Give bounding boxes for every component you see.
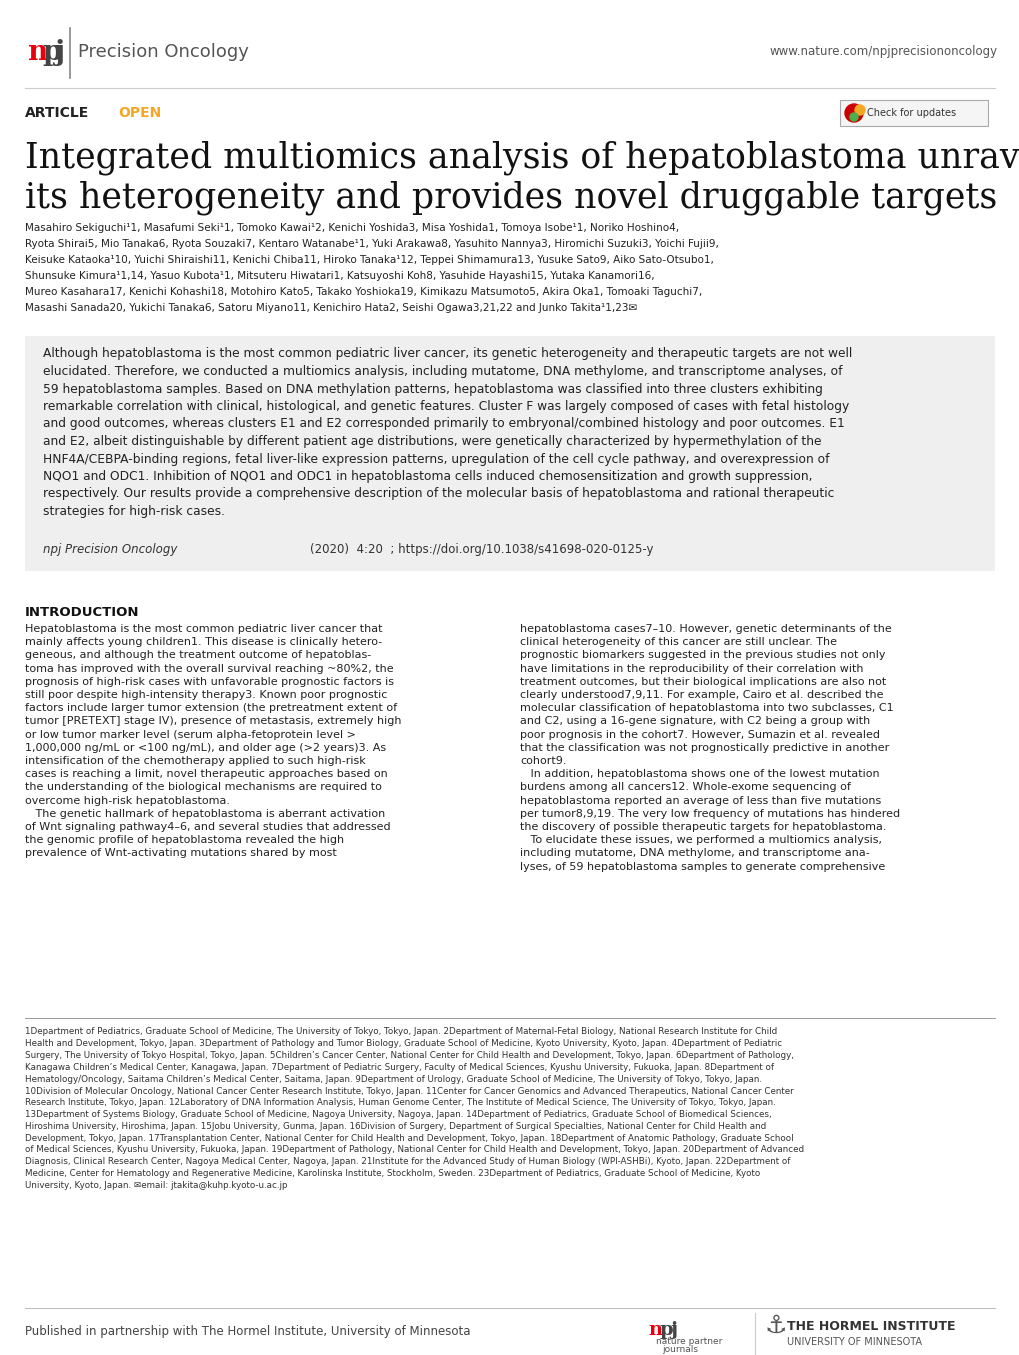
Text: Masahiro Sekiguchi¹1, Masafumi Seki¹1, Tomoko Kawai¹2, Kenichi Yoshida3, Misa Yo: Masahiro Sekiguchi¹1, Masafumi Seki¹1, T…: [25, 224, 679, 233]
Circle shape: [844, 104, 862, 122]
Text: Although hepatoblastoma is the most common pediatric liver cancer, its genetic h: Although hepatoblastoma is the most comm…: [43, 347, 852, 360]
Text: Ryota Shirai5, Mio Tanaka6, Ryota Souzaki7, Kentaro Watanabe¹1, Yuki Arakawa8, Y: Ryota Shirai5, Mio Tanaka6, Ryota Souzak…: [25, 238, 718, 249]
Text: cases is reaching a limit, novel therapeutic approaches based on: cases is reaching a limit, novel therape…: [25, 770, 387, 779]
Text: nature partner: nature partner: [655, 1336, 721, 1346]
Text: intensification of the chemotherapy applied to such high-risk: intensification of the chemotherapy appl…: [25, 756, 366, 766]
Text: Health and Development, Tokyo, Japan. 3Department of Pathology and Tumor Biology: Health and Development, Tokyo, Japan. 3D…: [25, 1039, 782, 1049]
Text: strategies for high-risk cases.: strategies for high-risk cases.: [43, 505, 225, 518]
Text: Shunsuke Kimura¹1,14, Yasuo Kubota¹1, Mitsuteru Hiwatari1, Katsuyoshi Koh8, Yasu: Shunsuke Kimura¹1,14, Yasuo Kubota¹1, Mi…: [25, 271, 654, 280]
Text: 10Division of Molecular Oncology, National Cancer Center Research Institute, Tok: 10Division of Molecular Oncology, Nation…: [25, 1087, 793, 1095]
Text: the discovery of possible therapeutic targets for hepatoblastoma.: the discovery of possible therapeutic ta…: [520, 822, 886, 832]
Text: tumor [PRETEXT] stage IV), presence of metastasis, extremely high: tumor [PRETEXT] stage IV), presence of m…: [25, 717, 401, 726]
Text: Kanagawa Children’s Medical Center, Kanagawa, Japan. 7Department of Pediatric Su: Kanagawa Children’s Medical Center, Kana…: [25, 1062, 773, 1072]
Text: still poor despite high-intensity therapy3. Known poor prognostic: still poor despite high-intensity therap…: [25, 690, 387, 701]
Bar: [840, 100, 987, 126]
Text: and good outcomes, whereas clusters E1 and E2 corresponded primarily to embryona: and good outcomes, whereas clusters E1 a…: [43, 417, 844, 431]
Text: of Medical Sciences, Kyushu University, Fukuoka, Japan. 19Department of Patholog: of Medical Sciences, Kyushu University, …: [25, 1145, 803, 1154]
Text: factors include larger tumor extension (the pretreatment extent of: factors include larger tumor extension (…: [25, 703, 396, 713]
Text: THE HORMEL INSTITUTE: THE HORMEL INSTITUTE: [787, 1321, 955, 1333]
Text: www.nature.com/npjprecisiononcology: www.nature.com/npjprecisiononcology: [769, 46, 997, 58]
Text: its heterogeneity and provides novel druggable targets: its heterogeneity and provides novel dru…: [25, 180, 997, 215]
Text: Medicine, Center for Hematology and Regenerative Medicine, Karolinska Institute,: Medicine, Center for Hematology and Rege…: [25, 1169, 759, 1177]
Text: hepatoblastoma cases7–10. However, genetic determinants of the: hepatoblastoma cases7–10. However, genet…: [520, 625, 891, 634]
Text: Hiroshima University, Hiroshima, Japan. 15Jobu University, Gunma, Japan. 16Divis: Hiroshima University, Hiroshima, Japan. …: [25, 1122, 765, 1131]
Text: NQO1 and ODC1. Inhibition of NQO1 and ODC1 in hepatoblastoma cells induced chemo: NQO1 and ODC1. Inhibition of NQO1 and OD…: [43, 470, 812, 482]
Text: the understanding of the biological mechanisms are required to: the understanding of the biological mech…: [25, 782, 381, 793]
Text: p: p: [42, 38, 61, 65]
Text: npj Precision Oncology: npj Precision Oncology: [43, 542, 177, 556]
Text: Masashi Sanada20, Yukichi Tanaka6, Satoru Miyano11, Kenichiro Hata2, Seishi Ogaw: Masashi Sanada20, Yukichi Tanaka6, Sator…: [25, 304, 637, 313]
Text: clearly understood7,9,11. For example, Cairo et al. described the: clearly understood7,9,11. For example, C…: [520, 690, 882, 701]
Text: cohort9.: cohort9.: [520, 756, 566, 766]
Text: have limitations in the reproducibility of their correlation with: have limitations in the reproducibility …: [520, 664, 863, 673]
Text: Development, Tokyo, Japan. 17Transplantation Center, National Center for Child H: Development, Tokyo, Japan. 17Transplanta…: [25, 1134, 793, 1142]
Circle shape: [849, 112, 857, 121]
Text: INTRODUCTION: INTRODUCTION: [25, 607, 140, 619]
Text: Check for updates: Check for updates: [866, 108, 955, 118]
Text: prognostic biomarkers suggested in the previous studies not only: prognostic biomarkers suggested in the p…: [520, 650, 884, 660]
Text: (2020)  4:20  ; https://doi.org/10.1038/s41698-020-0125-y: (2020) 4:20 ; https://doi.org/10.1038/s4…: [175, 542, 653, 556]
Text: 1,000,000 ng/mL or <100 ng/mL), and older age (>2 years)3. As: 1,000,000 ng/mL or <100 ng/mL), and olde…: [25, 743, 386, 753]
Text: HNF4A/CEBPA-binding regions, fetal liver-like expression patterns, upregulation : HNF4A/CEBPA-binding regions, fetal liver…: [43, 453, 828, 466]
Text: Mureo Kasahara17, Kenichi Kohashi18, Motohiro Kato5, Takako Yoshioka19, Kimikazu: Mureo Kasahara17, Kenichi Kohashi18, Mot…: [25, 287, 701, 297]
Text: journals: journals: [661, 1346, 697, 1355]
Text: toma has improved with the overall survival reaching ~80%2, the: toma has improved with the overall survi…: [25, 664, 393, 673]
Text: treatment outcomes, but their biological implications are also not: treatment outcomes, but their biological…: [520, 676, 886, 687]
Text: 13Department of Systems Biology, Graduate School of Medicine, Nagoya University,: 13Department of Systems Biology, Graduat…: [25, 1110, 770, 1119]
Text: To elucidate these issues, we performed a multiomics analysis,: To elucidate these issues, we performed …: [520, 835, 881, 846]
Circle shape: [854, 104, 864, 115]
Text: University, Kyoto, Japan. ✉email: jtakita@kuhp.kyoto-u.ac.jp: University, Kyoto, Japan. ✉email: jtakit…: [25, 1182, 287, 1190]
Text: n: n: [647, 1321, 661, 1339]
Text: burdens among all cancers12. Whole-exome sequencing of: burdens among all cancers12. Whole-exome…: [520, 782, 850, 793]
Text: Research Institute, Tokyo, Japan. 12Laboratory of DNA Information Analysis, Huma: Research Institute, Tokyo, Japan. 12Labo…: [25, 1099, 775, 1107]
Text: prevalence of Wnt-activating mutations shared by most: prevalence of Wnt-activating mutations s…: [25, 848, 336, 859]
Text: geneous, and although the treatment outcome of hepatoblas-: geneous, and although the treatment outc…: [25, 650, 371, 660]
Text: OPEN: OPEN: [118, 106, 161, 121]
Text: molecular classification of hepatoblastoma into two subclasses, C1: molecular classification of hepatoblasto…: [520, 703, 893, 713]
Text: Published in partnership with The Hormel Institute, University of Minnesota: Published in partnership with The Hormel…: [25, 1325, 470, 1339]
Text: Hepatoblastoma is the most common pediatric liver cancer that: Hepatoblastoma is the most common pediat…: [25, 625, 382, 634]
Text: lyses, of 59 hepatoblastoma samples to generate comprehensive: lyses, of 59 hepatoblastoma samples to g…: [520, 862, 884, 871]
Text: Diagnosis, Clinical Research Center, Nagoya Medical Center, Nagoya, Japan. 21Ins: Diagnosis, Clinical Research Center, Nag…: [25, 1157, 790, 1167]
Text: mainly affects young children1. This disease is clinically hetero-: mainly affects young children1. This dis…: [25, 637, 382, 648]
Text: of Wnt signaling pathway4–6, and several studies that addressed: of Wnt signaling pathway4–6, and several…: [25, 822, 390, 832]
Text: Precision Oncology: Precision Oncology: [77, 43, 249, 61]
Text: hepatoblastoma reported an average of less than five mutations: hepatoblastoma reported an average of le…: [520, 795, 880, 806]
Text: ⚓: ⚓: [764, 1314, 787, 1337]
Text: n: n: [28, 38, 48, 65]
Text: Hematology/Oncology, Saitama Children’s Medical Center, Saitama, Japan. 9Departm: Hematology/Oncology, Saitama Children’s …: [25, 1075, 761, 1084]
Text: that the classification was not prognostically predictive in another: that the classification was not prognost…: [520, 743, 889, 753]
Text: the genomic profile of hepatoblastoma revealed the high: the genomic profile of hepatoblastoma re…: [25, 835, 343, 846]
Text: 1Department of Pediatrics, Graduate School of Medicine, The University of Tokyo,: 1Department of Pediatrics, Graduate Scho…: [25, 1027, 776, 1037]
Bar: [25, 336, 994, 570]
Text: 59 hepatoblastoma samples. Based on DNA methylation patterns, hepatoblastoma was: 59 hepatoblastoma samples. Based on DNA …: [43, 382, 822, 396]
Text: respectively. Our results provide a comprehensive description of the molecular b: respectively. Our results provide a comp…: [43, 488, 834, 500]
Text: remarkable correlation with clinical, histological, and genetic features. Cluste: remarkable correlation with clinical, hi…: [43, 400, 849, 413]
Text: including mutatome, DNA methylome, and transcriptome ana-: including mutatome, DNA methylome, and t…: [520, 848, 869, 859]
Text: In addition, hepatoblastoma shows one of the lowest mutation: In addition, hepatoblastoma shows one of…: [520, 770, 878, 779]
Text: Surgery, The University of Tokyo Hospital, Tokyo, Japan. 5Children’s Cancer Cent: Surgery, The University of Tokyo Hospita…: [25, 1051, 793, 1060]
Text: p: p: [659, 1321, 673, 1339]
Text: j: j: [55, 38, 65, 65]
Text: overcome high-risk hepatoblastoma.: overcome high-risk hepatoblastoma.: [25, 795, 229, 806]
Text: clinical heterogeneity of this cancer are still unclear. The: clinical heterogeneity of this cancer ar…: [520, 637, 837, 648]
Text: or low tumor marker level (serum alpha-fetoprotein level >: or low tumor marker level (serum alpha-f…: [25, 729, 356, 740]
Text: and E2, albeit distinguishable by different patient age distributions, were gene: and E2, albeit distinguishable by differ…: [43, 435, 820, 449]
Text: Keisuke Kataoka¹10, Yuichi Shiraishi11, Kenichi Chiba11, Hiroko Tanaka¹12, Teppe: Keisuke Kataoka¹10, Yuichi Shiraishi11, …: [25, 255, 713, 266]
Text: The genetic hallmark of hepatoblastoma is aberrant activation: The genetic hallmark of hepatoblastoma i…: [25, 809, 385, 818]
Text: and C2, using a 16-gene signature, with C2 being a group with: and C2, using a 16-gene signature, with …: [520, 717, 869, 726]
Text: elucidated. Therefore, we conducted a multiomics analysis, including mutatome, D: elucidated. Therefore, we conducted a mu…: [43, 364, 842, 378]
Text: UNIVERSITY OF MINNESOTA: UNIVERSITY OF MINNESOTA: [787, 1337, 921, 1347]
Text: Integrated multiomics analysis of hepatoblastoma unravels: Integrated multiomics analysis of hepato…: [25, 141, 1019, 175]
Text: poor prognosis in the cohort7. However, Sumazin et al. revealed: poor prognosis in the cohort7. However, …: [520, 729, 879, 740]
Text: ARTICLE: ARTICLE: [25, 106, 90, 121]
Text: prognosis of high-risk cases with unfavorable prognostic factors is: prognosis of high-risk cases with unfavo…: [25, 676, 393, 687]
Text: j: j: [669, 1321, 677, 1339]
Text: per tumor8,9,19. The very low frequency of mutations has hindered: per tumor8,9,19. The very low frequency …: [520, 809, 899, 818]
